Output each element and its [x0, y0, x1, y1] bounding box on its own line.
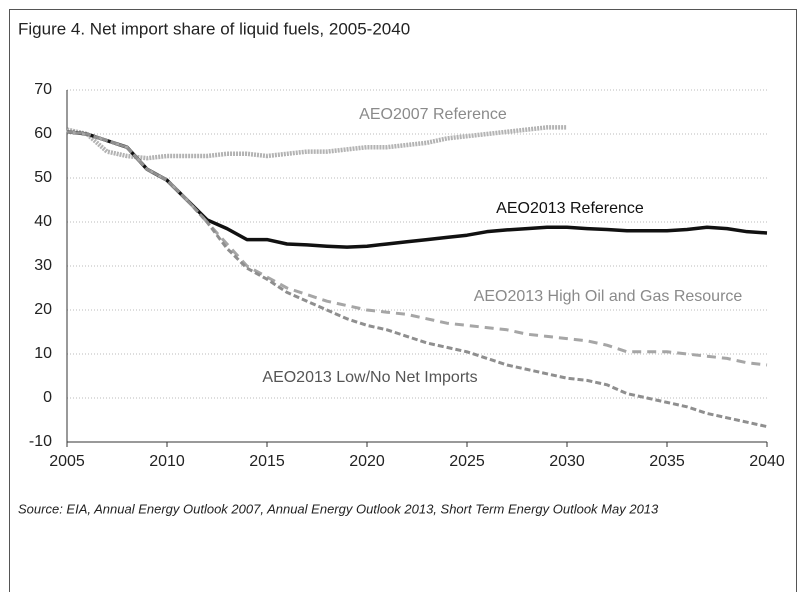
x-tick-label: 2040 — [749, 453, 785, 470]
x-tick-label: 2020 — [349, 453, 385, 470]
x-tick-label: 2030 — [549, 453, 585, 470]
x-tick-label: 2015 — [249, 453, 285, 470]
y-tick-label: 30 — [34, 257, 52, 274]
y-tick-label: -10 — [29, 433, 52, 450]
x-tick-label: 2005 — [49, 453, 85, 470]
y-tick-label: 10 — [34, 345, 52, 362]
series-line — [66, 130, 768, 429]
y-tick-label: 20 — [34, 301, 52, 318]
y-tick-label: 50 — [34, 169, 52, 186]
chart-title: Figure 4. Net import share of liquid fue… — [18, 19, 410, 38]
series-line — [66, 130, 768, 249]
frame — [9, 9, 797, 592]
y-tick-label: 40 — [34, 213, 52, 230]
y-tick-label: 60 — [34, 125, 52, 142]
series-label: AEO2013 High Oil and Gas Resource — [474, 288, 743, 305]
x-tick-label: 2010 — [149, 453, 185, 470]
y-tick-label: 0 — [43, 389, 52, 406]
series-line — [66, 130, 768, 367]
series-label: AEO2007 Reference — [359, 106, 507, 123]
series-label: AEO2013 Reference — [496, 200, 644, 217]
source-note: Source: EIA, Annual Energy Outlook 2007,… — [18, 501, 659, 516]
y-tick-label: 70 — [34, 81, 52, 98]
series-line — [66, 125, 567, 161]
x-tick-label: 2035 — [649, 453, 685, 470]
x-tick-label: 2025 — [449, 453, 485, 470]
series-label: AEO2013 Low/No Net Imports — [262, 369, 477, 386]
